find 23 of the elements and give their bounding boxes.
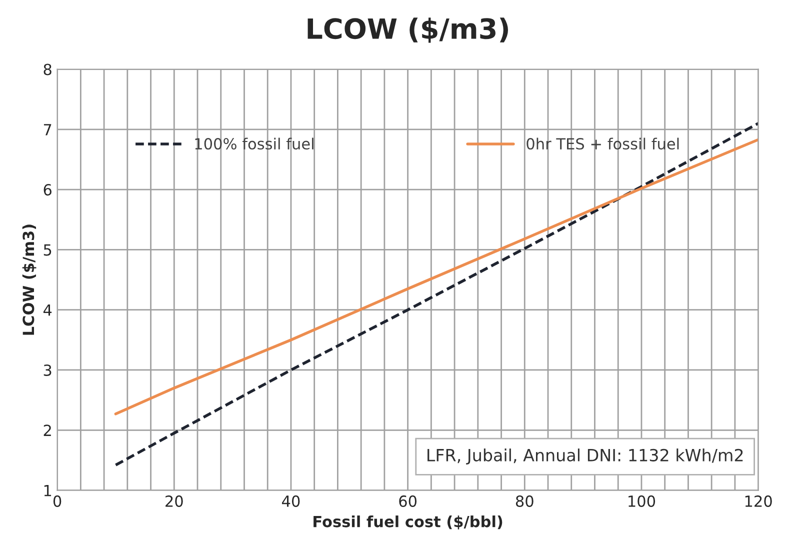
legend-label: 0hr TES + fossil fuel xyxy=(526,138,679,150)
line-series xyxy=(114,138,758,416)
y-tick-label: 7 xyxy=(44,124,52,136)
y-tick-label: 2 xyxy=(44,424,51,436)
x-tick-label: 100 xyxy=(628,495,656,507)
x-axis-title: Fossil fuel cost ($/bbl) xyxy=(314,515,502,530)
legend-label: 100% fossil fuel xyxy=(195,138,314,150)
y-tick-label: 5 xyxy=(44,244,52,256)
chart-title: LCOW ($/m3) xyxy=(308,18,508,43)
x-tick-label: 60 xyxy=(399,495,417,507)
y-tick-label: 4 xyxy=(43,304,52,316)
y-axis-title: LCOW ($/m3) xyxy=(22,224,36,335)
y-tick-label: 8 xyxy=(44,64,52,76)
y-tick-label: 1 xyxy=(44,484,52,496)
line-series xyxy=(114,122,758,466)
x-tick-label: 80 xyxy=(516,495,534,507)
x-tick-label: 20 xyxy=(166,495,183,507)
annotation: LFR, Jubail, Annual DNI: 1132 kWh/m2 xyxy=(428,448,743,465)
x-tick-label: 120 xyxy=(745,495,772,507)
x-tick-label: 0 xyxy=(53,495,62,507)
y-tick-label: 3 xyxy=(44,364,52,376)
y-tick-label: 6 xyxy=(44,184,52,196)
x-tick-label: 40 xyxy=(282,495,300,507)
